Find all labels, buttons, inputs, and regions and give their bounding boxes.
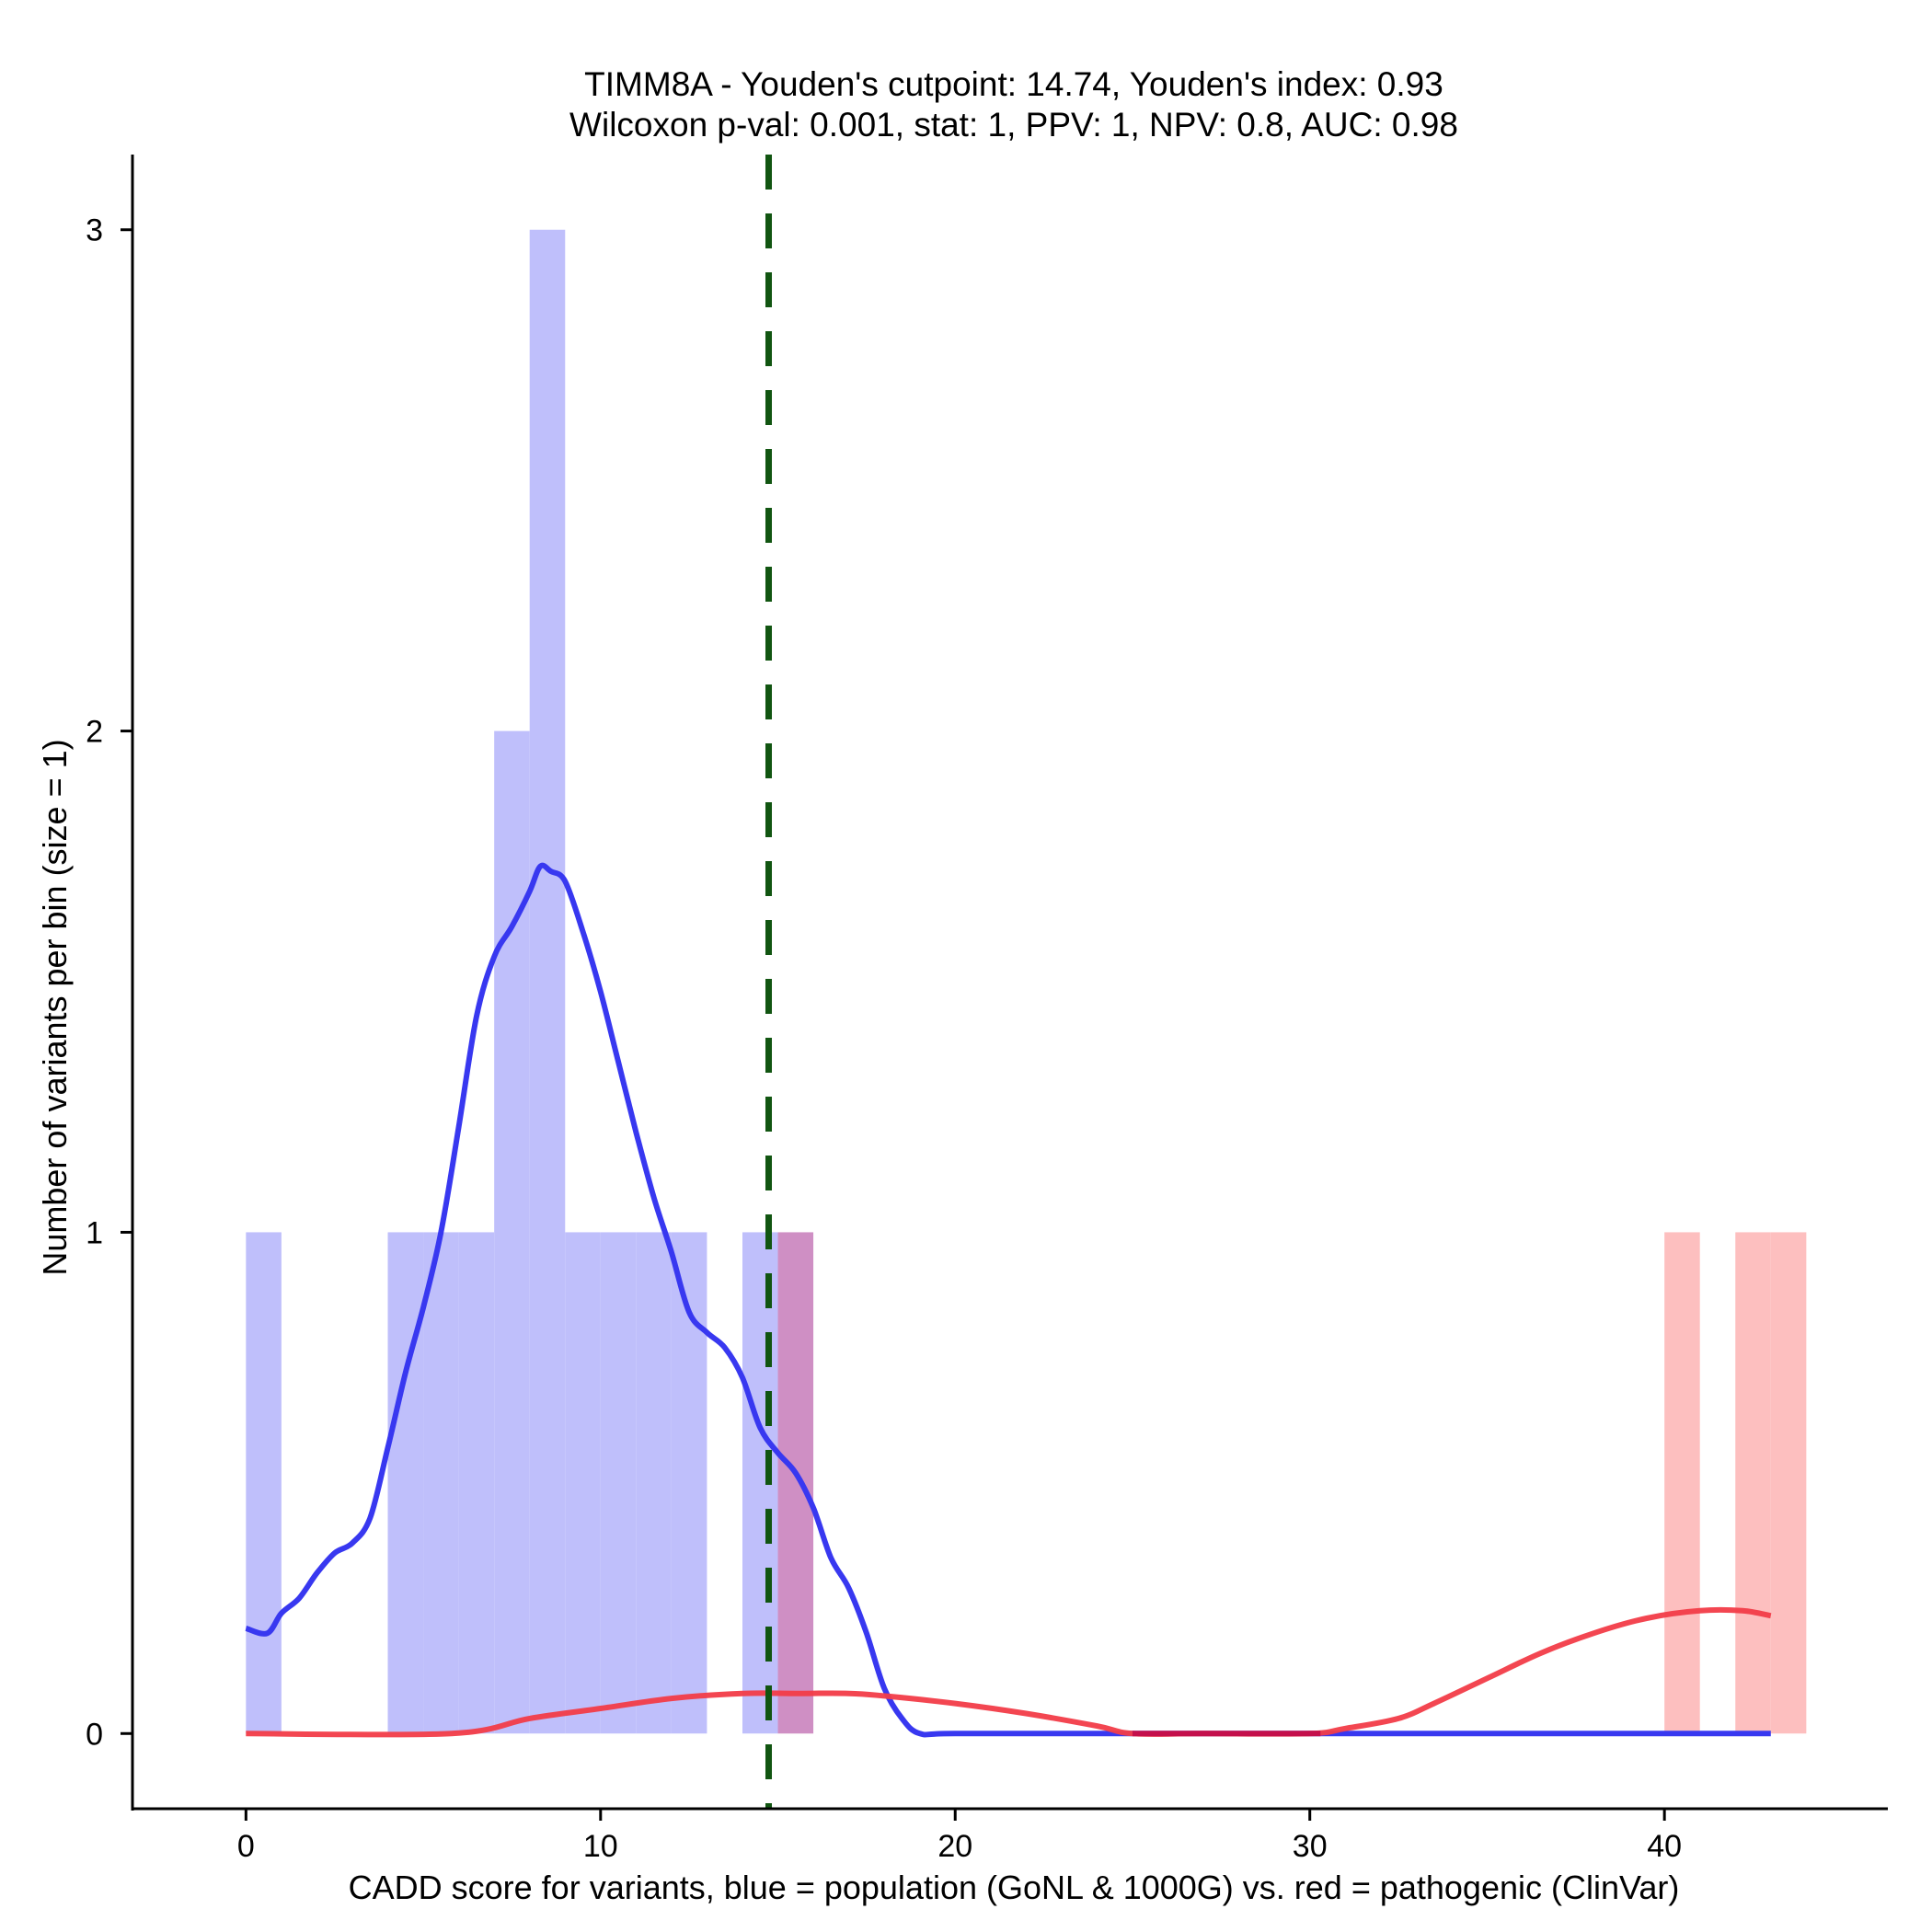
population-bar-5	[529, 229, 566, 1734]
population-bar-4	[494, 730, 530, 1734]
y-tick-label-0: 0	[86, 1717, 103, 1752]
y-tick-label-2: 2	[86, 715, 103, 750]
population-density-line	[245, 862, 1771, 1738]
x-tick-label-3: 30	[1293, 1829, 1328, 1864]
x-axis-label: CADD score for variants, blue = populati…	[349, 1869, 1680, 1906]
population-bar-3	[458, 1232, 495, 1734]
chart-title-line1: TIMM8A - Youden's cutpoint: 14.74, Youde…	[584, 65, 1443, 103]
pathogenic-bar-2	[1735, 1232, 1771, 1734]
x-tick-label-0: 0	[237, 1829, 255, 1864]
population-bar-6	[565, 1232, 601, 1734]
pathogenic-density-line	[246, 1606, 1772, 1738]
chart-title-line2: Wilcoxon p-val: 0.001, stat: 1, PPV: 1, …	[569, 106, 1458, 144]
population-bar-2	[423, 1232, 459, 1734]
population-bar-10	[742, 1232, 778, 1734]
pathogenic-bar-0	[777, 1232, 814, 1734]
population-bar-0	[246, 1232, 282, 1734]
population-bar-1	[387, 1232, 424, 1734]
population-bar-7	[600, 1232, 637, 1734]
pathogenic-bar-1	[1664, 1232, 1700, 1734]
x-axis-ticks: 0 10 20 30 40	[237, 1809, 1682, 1864]
density-lines	[245, 862, 1772, 1738]
y-tick-label-3: 3	[86, 213, 103, 248]
x-tick-label-2: 20	[937, 1829, 972, 1864]
y-axis-label: Number of variants per bin (size = 1)	[36, 739, 74, 1275]
population-bar-8	[636, 1232, 672, 1734]
y-tick-label-1: 1	[86, 1215, 103, 1250]
y-axis-ticks: 0 1 2 3	[86, 213, 132, 1752]
pathogenic-bar-3	[1770, 1232, 1807, 1734]
pathogenic-bars	[777, 1232, 1807, 1734]
x-tick-label-4: 40	[1647, 1829, 1682, 1864]
population-bars	[246, 229, 778, 1734]
x-tick-label-1: 10	[583, 1829, 618, 1864]
